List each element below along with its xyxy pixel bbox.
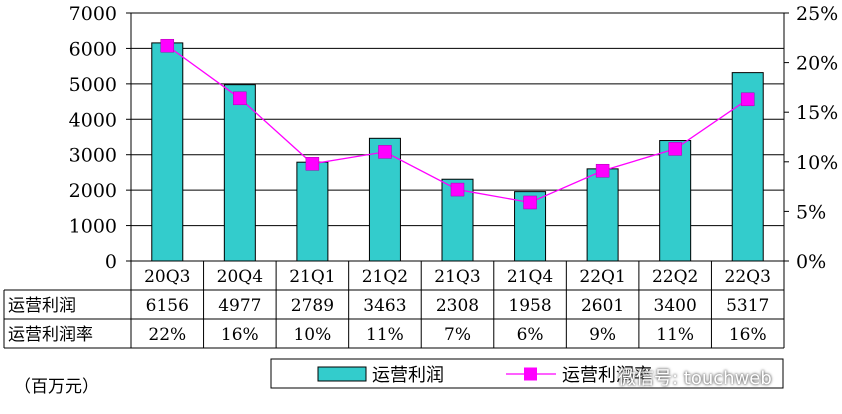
unit-label: （百万元） <box>14 377 99 397</box>
table-cell: 6% <box>517 325 544 345</box>
right-axis-tick-label: 0% <box>796 251 826 273</box>
table-cell: 3463 <box>363 296 406 316</box>
margin-marker-21Q2 <box>378 145 392 159</box>
legend-line-label: 运营利润率 <box>562 365 652 386</box>
table-cell: 2601 <box>581 296 624 316</box>
left-axis-tick-label: 2000 <box>69 180 117 202</box>
legend-bar-swatch <box>317 366 367 382</box>
margin-marker-22Q2 <box>668 142 682 156</box>
table-row-label: 运营利润率 <box>8 325 93 345</box>
x-tick-label: 20Q4 <box>217 267 263 287</box>
bar-22Q1 <box>586 168 619 262</box>
bar-21Q2 <box>368 137 401 262</box>
x-tick-label: 22Q2 <box>652 267 698 287</box>
right-axis-tick-label: 20% <box>796 53 838 75</box>
margin-marker-22Q3 <box>740 92 755 107</box>
x-tick-label: 21Q3 <box>434 267 480 287</box>
table-cell: 1958 <box>508 296 551 316</box>
table-row-label: 运营利润 <box>8 296 76 316</box>
table-cell: 6156 <box>146 296 189 316</box>
margin-marker-20Q3 <box>160 38 175 53</box>
left-axis-tick-label: 6000 <box>69 38 117 60</box>
table-cell: 9% <box>589 325 616 345</box>
table-cell: 5317 <box>726 296 769 316</box>
left-axis-tick-label: 0 <box>105 251 117 273</box>
right-axis-tick-label: 25% <box>796 3 838 25</box>
x-tick-label: 21Q4 <box>507 267 553 287</box>
right-axis-tick-label: 5% <box>796 201 826 223</box>
left-axis-tick-label: 3000 <box>69 145 117 167</box>
x-tick-label: 22Q1 <box>579 267 625 287</box>
bar-20Q4 <box>223 84 256 262</box>
watermark: 微信号: touchweb <box>618 368 772 389</box>
table-cell: 11% <box>366 325 404 345</box>
left-axis-tick-label: 5000 <box>69 74 117 96</box>
legend-line-marker <box>524 367 537 381</box>
table-cell: 3400 <box>654 296 697 316</box>
right-axis-tick-label: 10% <box>796 152 838 174</box>
margin-marker-20Q4 <box>233 91 247 106</box>
bar-20Q3 <box>151 42 184 262</box>
table-cell: 2308 <box>436 296 479 316</box>
bar-21Q1 <box>296 161 329 262</box>
x-tick-label: 21Q2 <box>362 267 408 287</box>
left-axis-tick-label: 1000 <box>69 216 117 238</box>
table-cell: 11% <box>656 325 694 345</box>
x-tick-label: 20Q3 <box>144 267 190 287</box>
margin-marker-21Q4 <box>523 195 537 210</box>
table-cell: 16% <box>729 325 767 345</box>
table-cell: 16% <box>221 325 259 345</box>
table-cell: 10% <box>293 325 331 345</box>
table-cell: 7% <box>444 325 471 345</box>
legend-bar-label: 运营利润 <box>372 365 444 386</box>
table-cell: 22% <box>148 325 186 345</box>
margin-marker-22Q1 <box>595 163 610 178</box>
margin-marker-21Q3 <box>450 182 465 197</box>
bar-22Q2 <box>659 140 692 262</box>
right-axis-tick-label: 15% <box>796 102 838 124</box>
left-axis-tick-label: 7000 <box>69 3 117 25</box>
margin-marker-21Q1 <box>305 157 320 171</box>
x-tick-label: 21Q1 <box>289 267 335 287</box>
table-cell: 4977 <box>218 296 261 316</box>
x-tick-label: 22Q3 <box>725 267 771 287</box>
left-axis-tick-label: 4000 <box>69 109 117 131</box>
table-cell: 2789 <box>291 296 334 316</box>
